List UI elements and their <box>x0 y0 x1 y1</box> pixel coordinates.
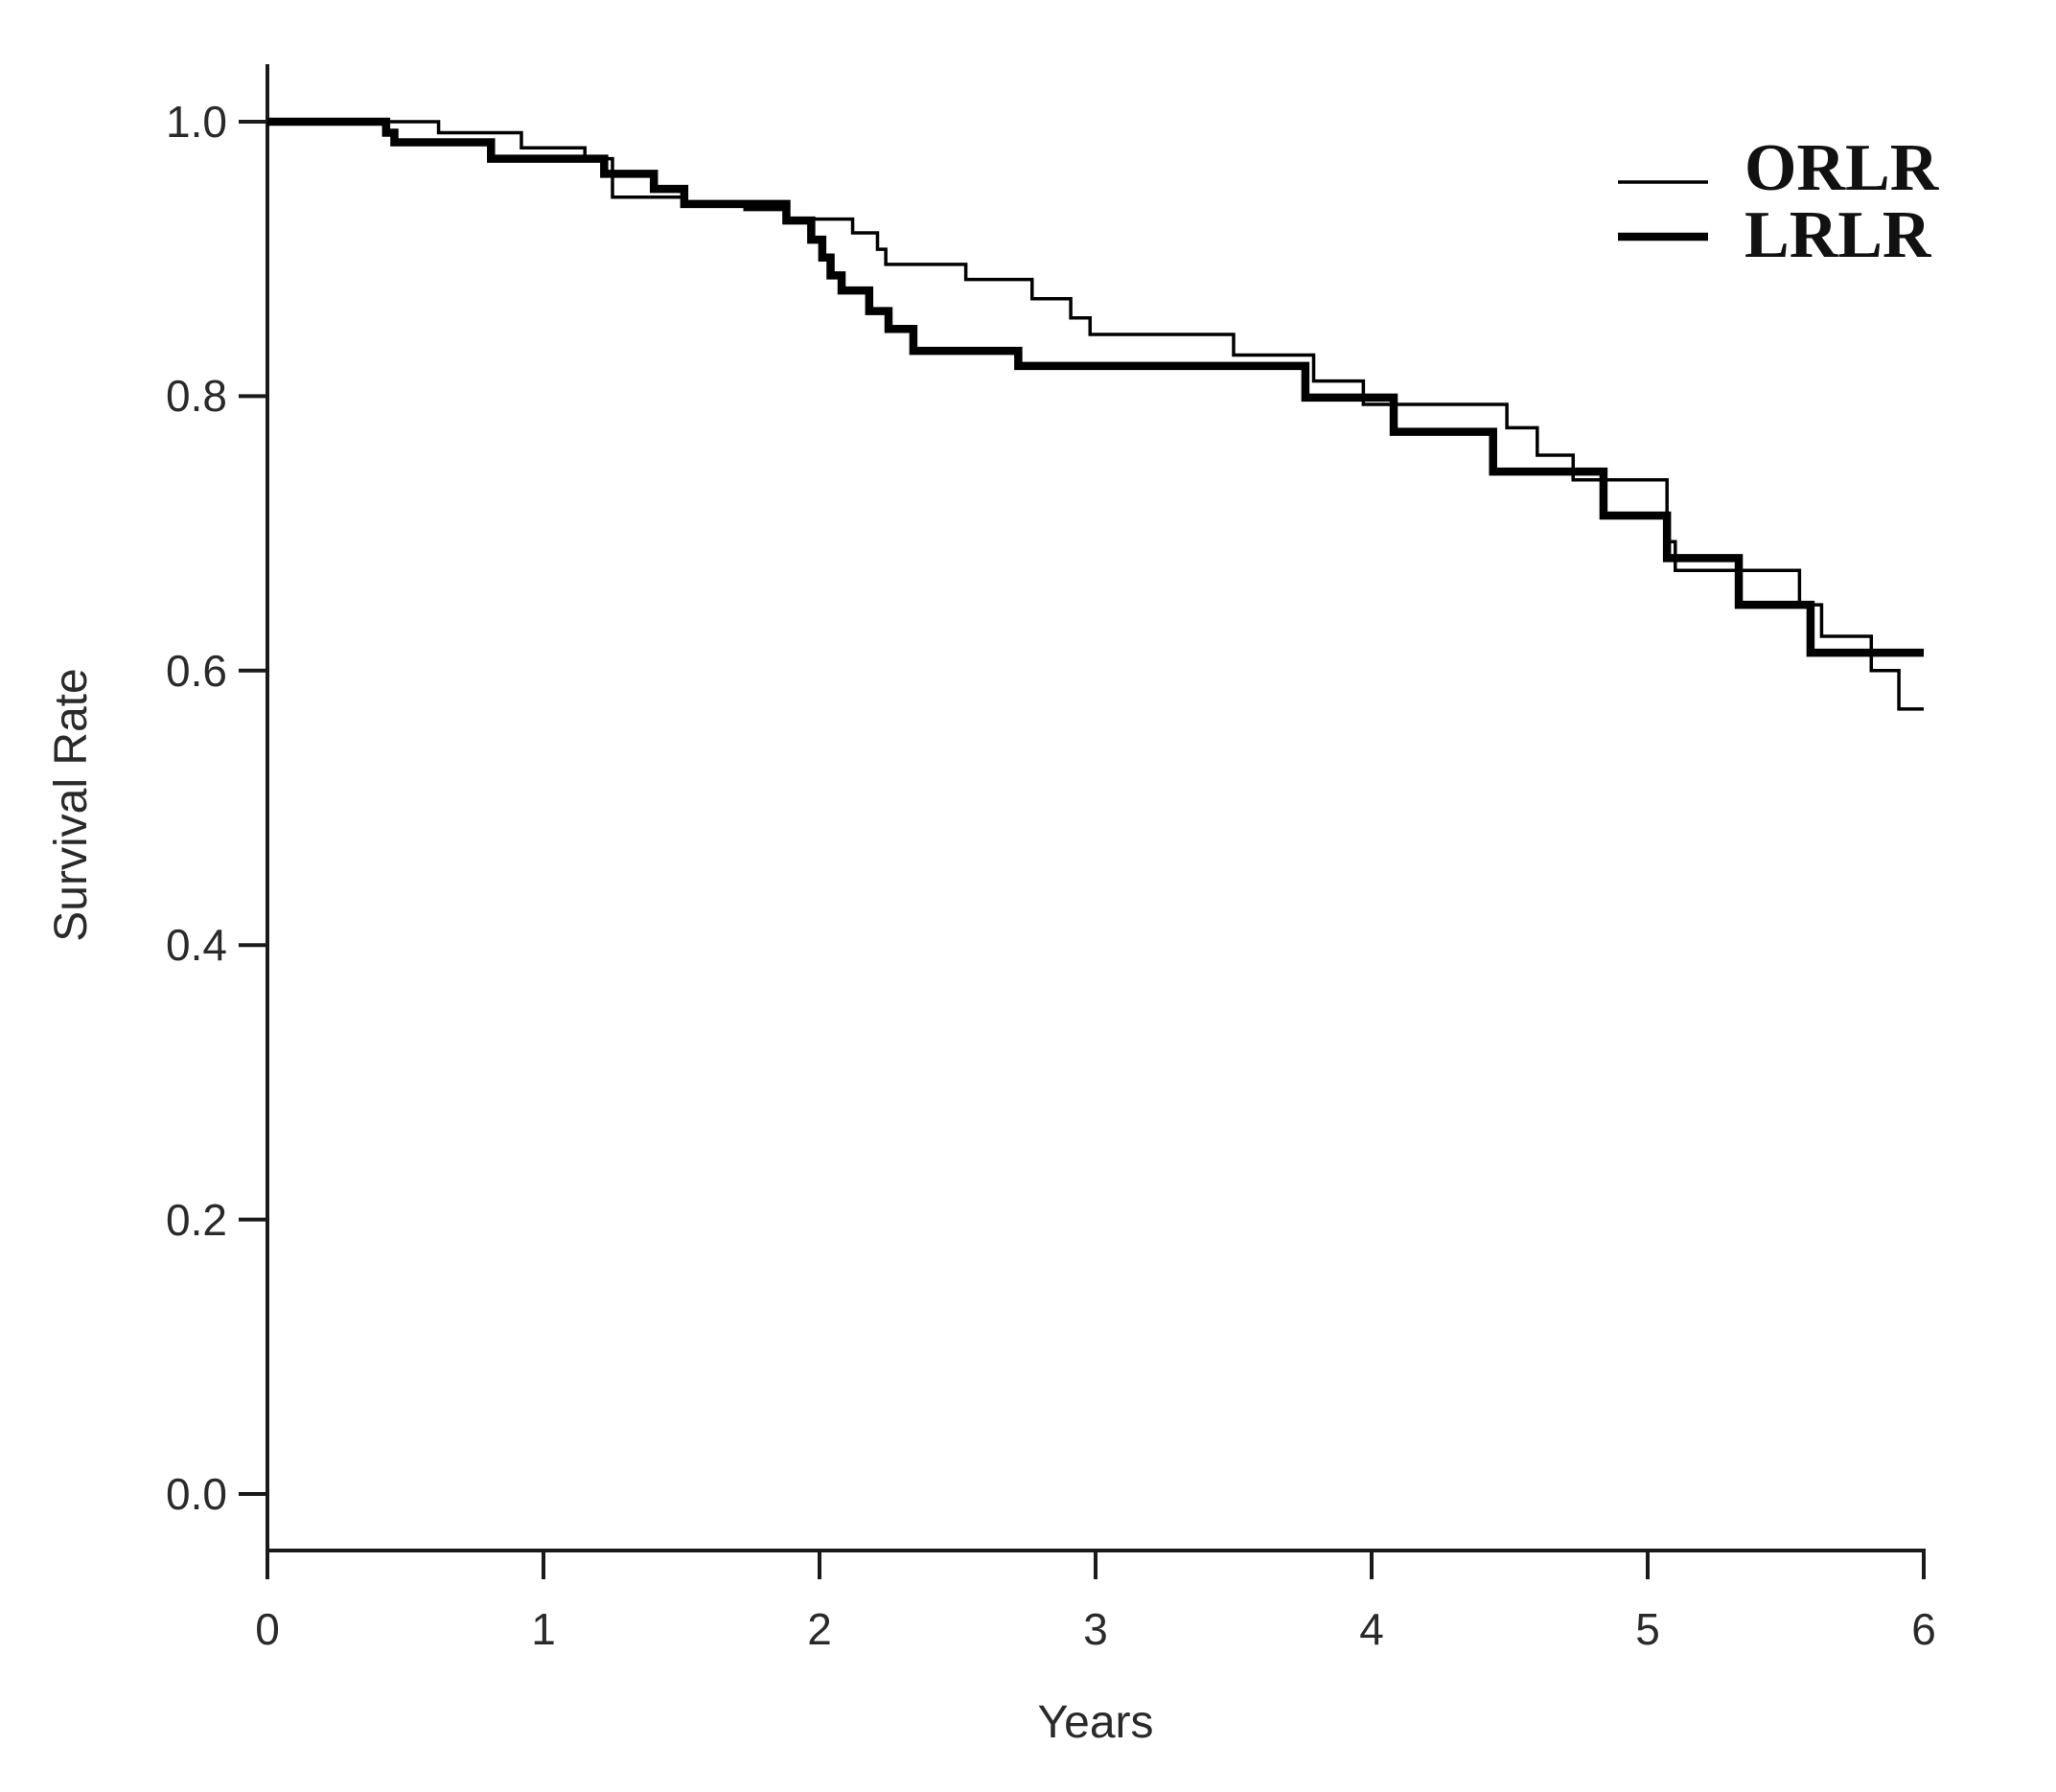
y-tick-label: 0.4 <box>166 920 227 971</box>
y-tick-label: 0.2 <box>166 1194 227 1245</box>
legend-label-orlr: ORLR <box>1744 131 1939 205</box>
x-tick-label: 0 <box>255 1604 280 1654</box>
y-axis-title: Survival Rate <box>46 668 97 942</box>
x-tick-label: 3 <box>1083 1604 1108 1654</box>
y-tick-label: 0.0 <box>166 1469 227 1519</box>
legend-label-lrlr: LRLR <box>1744 198 1931 272</box>
x-tick-label: 6 <box>1911 1604 1936 1654</box>
x-tick-label: 4 <box>1359 1604 1384 1654</box>
x-tick-label: 1 <box>531 1604 556 1654</box>
y-tick-label: 1.0 <box>166 97 227 147</box>
x-tick-label: 2 <box>807 1604 832 1654</box>
survival-curve-lrlr <box>267 117 1924 657</box>
x-axis-title: Years <box>1037 1697 1154 1748</box>
y-tick-label: 0.6 <box>166 645 227 696</box>
y-tick-label: 0.8 <box>166 371 227 422</box>
survival-curve-orlr <box>267 120 1924 711</box>
x-tick-label: 5 <box>1635 1604 1660 1654</box>
